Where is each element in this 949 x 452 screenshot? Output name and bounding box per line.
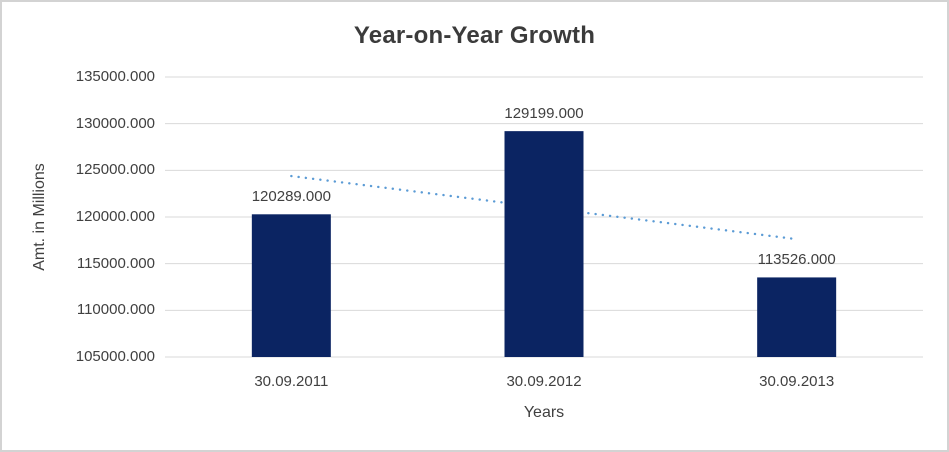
data-label: 129199.000 (504, 105, 584, 123)
bar (757, 277, 837, 357)
y-tick-label: 125000.000 (75, 161, 155, 179)
x-axis-title: Years (523, 404, 565, 421)
y-tick-label: 110000.000 (76, 301, 155, 319)
category-label: 30.09.2013 (759, 373, 835, 390)
data-label: 120289.000 (251, 188, 331, 206)
y-tick-label: 120000.000 (75, 208, 155, 225)
data-label: 113526.000 (757, 251, 836, 269)
bars (251, 131, 837, 357)
bar (251, 214, 331, 357)
y-tick-label: 105000.000 (75, 348, 155, 365)
y-tick-label: 115000.000 (76, 254, 155, 272)
bar (504, 131, 584, 357)
category-label: 30.09.2011 (254, 373, 329, 390)
category-label: 30.09.2012 (506, 373, 582, 390)
y-tick-label: 135000.000 (75, 68, 155, 85)
y-tick-label: 130000.000 (75, 114, 155, 132)
chart-title: Year-on-Year Growth (353, 22, 596, 49)
